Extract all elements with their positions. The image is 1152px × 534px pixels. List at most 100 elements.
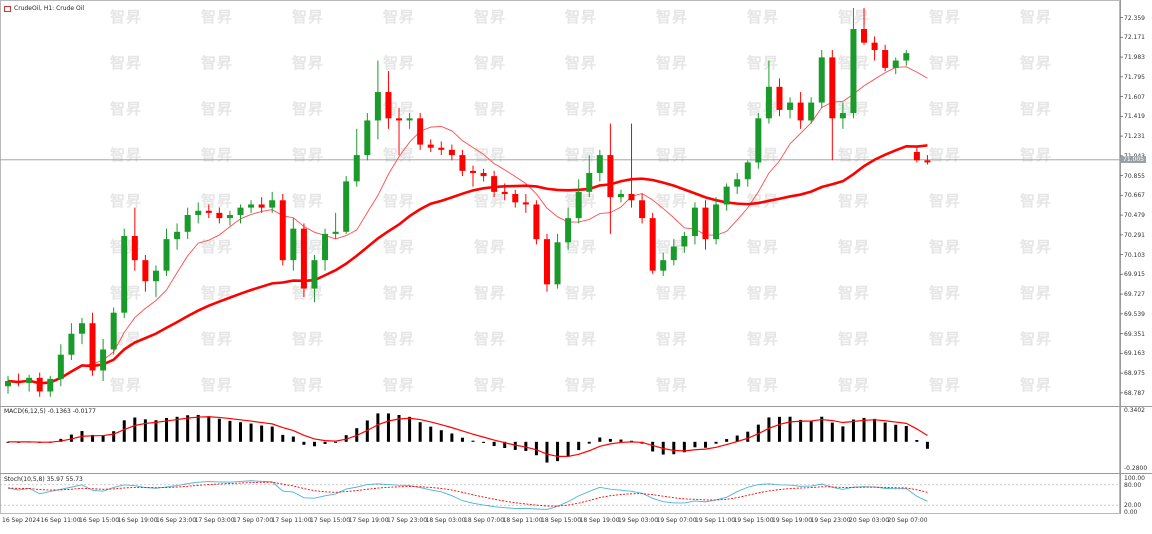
watermark: 智昇 xyxy=(656,330,689,348)
candle-body xyxy=(163,239,170,271)
watermark: 智昇 xyxy=(838,376,871,394)
watermark: 智昇 xyxy=(474,330,507,348)
candle-body xyxy=(36,377,43,392)
price-tick-label: 69.727 xyxy=(1124,291,1145,299)
candle-body xyxy=(850,29,857,114)
price-tick-label: 71.419 xyxy=(1124,113,1145,121)
macd-bar xyxy=(841,426,845,442)
watermark: 智昇 xyxy=(110,192,143,210)
macd-bar xyxy=(429,426,433,442)
macd-bar xyxy=(334,441,338,443)
price-tick-label: 70.667 xyxy=(1124,192,1145,200)
macd-bar xyxy=(291,436,295,442)
macd-bar xyxy=(534,441,538,456)
watermark: 智昇 xyxy=(292,192,325,210)
macd-bar xyxy=(735,435,739,442)
macd-bar xyxy=(175,416,179,442)
macd-bar xyxy=(69,434,73,442)
current-price-label: 71.005 xyxy=(1121,155,1146,163)
time-tick-label: 20 Sep 07:00 xyxy=(887,517,928,524)
candle-body xyxy=(174,231,181,240)
candle-body xyxy=(723,186,730,205)
watermark: 智昇 xyxy=(747,284,780,302)
candle-body xyxy=(543,239,550,285)
candle-body xyxy=(512,193,519,203)
chart-frame xyxy=(0,0,1120,514)
candle-body xyxy=(279,200,286,261)
candle-body xyxy=(100,349,107,371)
time-tick-label: 17 Sep 23:00 xyxy=(387,517,428,524)
macd-bar xyxy=(925,441,929,449)
time-tick-label: 18 Sep 19:00 xyxy=(579,517,620,524)
time-tick-label: 18 Sep 15:00 xyxy=(541,517,582,524)
macd-bar xyxy=(165,417,169,442)
macd-bar xyxy=(767,417,771,442)
candle-body xyxy=(713,204,720,240)
candle-body xyxy=(586,172,593,192)
watermark: 智昇 xyxy=(1020,54,1053,72)
candle-body xyxy=(628,193,635,201)
symbol-icon xyxy=(4,5,11,12)
watermark: 智昇 xyxy=(1020,192,1053,210)
chart-title: CrudeOil, H1: Crude Oil xyxy=(4,5,84,12)
price-axis[interactable] xyxy=(1120,0,1152,514)
candle-body xyxy=(765,86,772,119)
candle-body xyxy=(924,160,931,163)
watermark: 智昇 xyxy=(110,376,143,394)
candle-body xyxy=(226,214,233,219)
watermark: 智昇 xyxy=(929,238,962,256)
candle-body xyxy=(755,118,762,163)
candle-body xyxy=(639,200,646,219)
macd-bar xyxy=(566,441,570,457)
macd-bar xyxy=(312,441,316,447)
macd-bar xyxy=(186,415,190,442)
watermark: 智昇 xyxy=(656,376,689,394)
price-tick-label: 70.291 xyxy=(1124,231,1145,239)
candle-body xyxy=(522,202,529,205)
watermark: 智昇 xyxy=(201,376,234,394)
watermark: 智昇 xyxy=(929,54,962,72)
macd-bar xyxy=(915,439,919,442)
candle-body xyxy=(448,149,455,156)
candle-body xyxy=(311,260,318,289)
candle-body xyxy=(438,147,445,150)
macd-axis-top: 0.3402 xyxy=(1124,407,1145,414)
macd-bar xyxy=(820,416,824,442)
time-tick-label: 16 Sep 15:00 xyxy=(79,517,120,524)
watermark: 智昇 xyxy=(383,284,416,302)
stoch-axis-label: 80.00 xyxy=(1124,481,1142,489)
candle-body xyxy=(776,86,783,110)
macd-bar xyxy=(788,416,792,442)
watermark: 智昇 xyxy=(1020,284,1053,302)
price-tick-label: 71.983 xyxy=(1124,54,1145,62)
watermark: 智昇 xyxy=(747,8,780,26)
watermark: 智昇 xyxy=(1020,376,1053,394)
watermark: 智昇 xyxy=(201,330,234,348)
watermark: 智昇 xyxy=(110,100,143,118)
macd-bar xyxy=(746,431,750,442)
price-tick-label: 68.787 xyxy=(1124,389,1145,397)
price-tick-label: 72.359 xyxy=(1124,14,1145,22)
candle-body xyxy=(470,170,476,173)
candle-body xyxy=(237,207,244,215)
candle-body xyxy=(300,228,307,289)
candle-body xyxy=(861,29,868,43)
watermark: 智昇 xyxy=(292,54,325,72)
macd-bar xyxy=(207,416,211,442)
time-tick-label: 19 Sep 19:00 xyxy=(772,517,813,524)
ma-fast-line xyxy=(7,66,928,384)
macd-bar xyxy=(59,438,63,442)
watermark: 智昇 xyxy=(201,284,234,302)
watermark: 智昇 xyxy=(565,8,598,26)
macd-bar xyxy=(386,413,390,442)
macd-bar xyxy=(809,420,813,442)
macd-bar xyxy=(725,439,729,442)
candle-body xyxy=(332,231,339,234)
time-tick-label: 20 Sep 03:00 xyxy=(849,517,890,524)
macd-bar xyxy=(682,441,686,453)
macd-bar xyxy=(143,419,147,442)
macd-bar xyxy=(608,438,612,442)
price-tick-label: 71.795 xyxy=(1124,73,1145,81)
candle-body xyxy=(829,57,836,119)
